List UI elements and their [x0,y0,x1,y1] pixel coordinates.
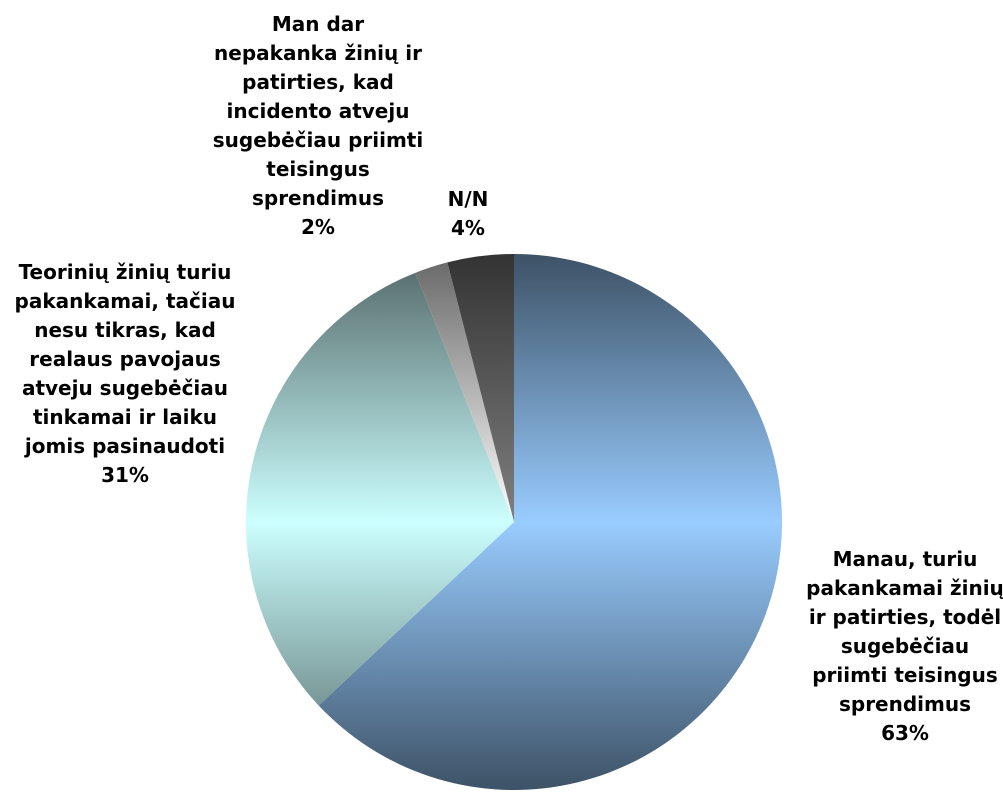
pie-slice [415,262,514,522]
pie-slice [318,254,782,791]
category-label: Teorinių žinių turiu pakankamai, tačiau … [14,260,236,458]
slice-label: Man dar nepakanka žinių ir patirties, ka… [210,10,426,242]
pie-slice [245,272,514,706]
value-label: 2% [301,215,335,239]
pie-slice [447,254,514,522]
value-label: 63% [881,721,929,745]
value-label: 31% [101,463,149,487]
category-label: Man dar nepakanka žinių ir patirties, ka… [212,12,424,210]
value-label: 4% [451,216,485,240]
slice-label: N/N 4% [428,185,508,243]
category-label: N/N [447,187,489,211]
slice-label: Teorinių žinių turiu pakankamai, tačiau … [5,258,245,490]
slice-label: Manau, turiu pakankamai žinių ir patirti… [800,545,1003,748]
category-label: Manau, turiu pakankamai žinių ir patirti… [806,547,1003,716]
